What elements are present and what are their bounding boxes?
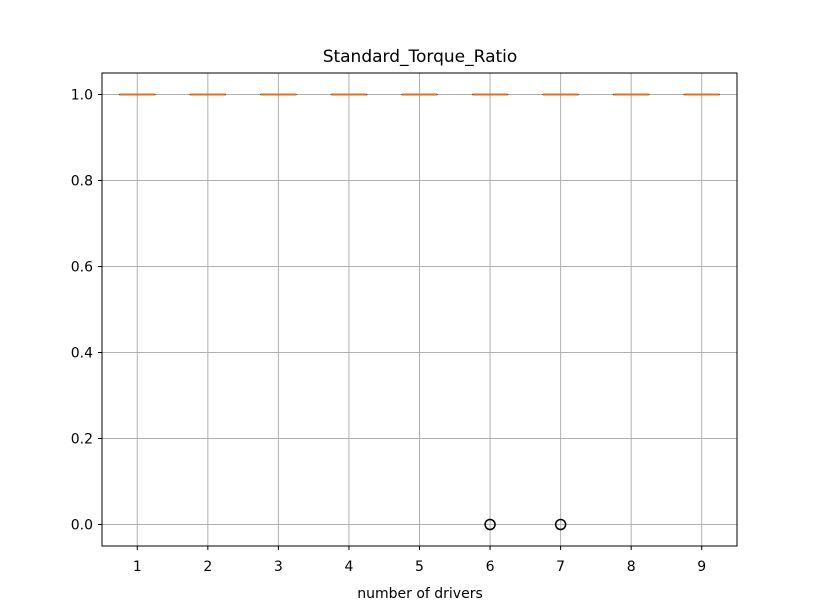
x-tick-label: 6: [486, 559, 495, 575]
grid: [102, 73, 737, 546]
y-tick-label: 0.6: [71, 260, 93, 276]
y-tick-label: 0.8: [71, 174, 93, 190]
outlier-point: [554, 518, 567, 531]
x-axis-label: number of drivers: [357, 586, 483, 602]
y-tick-label: 0.0: [71, 518, 93, 534]
y-tick-label: 0.4: [71, 346, 93, 362]
x-tick-label: 3: [274, 559, 283, 575]
x-tick-label: 9: [697, 559, 706, 575]
chart-title: Standard_Torque_Ratio: [323, 47, 518, 67]
x-tick-label: 2: [203, 559, 212, 575]
y-tick-label: 0.2: [71, 432, 93, 448]
outlier-point: [484, 518, 496, 531]
x-tick-label: 7: [556, 559, 565, 575]
x-tick-label: 8: [627, 559, 636, 575]
outliers: [484, 518, 567, 531]
x-tick-label: 4: [344, 559, 353, 575]
y-ticks: 0.0 0.2 0.4 0.6 0.8 1.0: [71, 88, 102, 534]
x-ticks: 1 2 3 4 5 6 7 8 9: [133, 546, 706, 575]
x-tick-label: 5: [415, 559, 424, 575]
y-tick-label: 1.0: [71, 88, 93, 104]
plot-frame: [101, 72, 738, 547]
x-tick-label: 1: [133, 559, 142, 575]
